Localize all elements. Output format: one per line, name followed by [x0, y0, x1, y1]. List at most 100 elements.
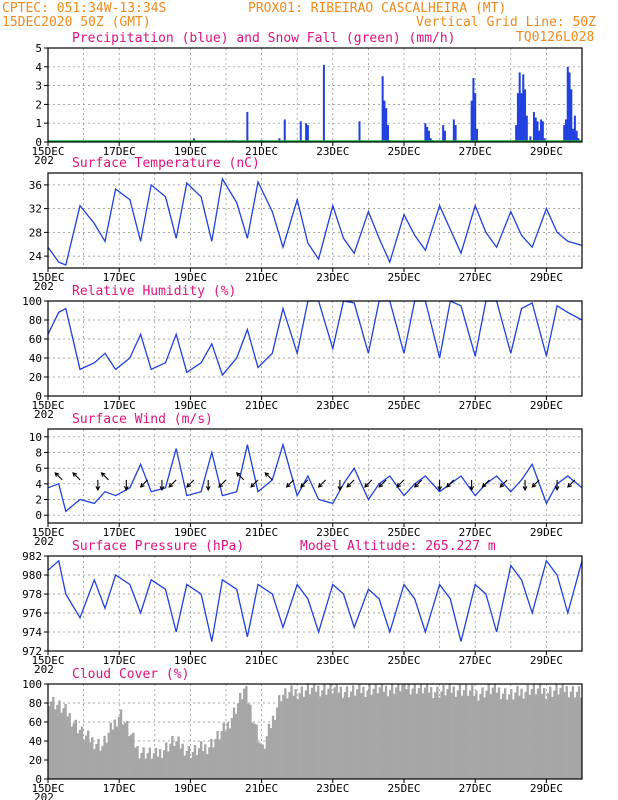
cloud-bar [528, 694, 531, 779]
cloud-bar [290, 685, 293, 779]
cloud-bar [154, 747, 158, 779]
xtick-label-wind: 29DEC [530, 526, 563, 539]
cloud-bar [220, 731, 223, 779]
cloud-bar [280, 701, 283, 779]
precip-bar [532, 111, 535, 142]
precip-bar [426, 126, 429, 142]
xtick-label-precip: 23DEC [316, 145, 349, 158]
panel-pres: Surface Pressure (hPa) Model Altitude: 26… [22, 539, 583, 676]
cloud-bar [446, 688, 449, 779]
cloud-bar [534, 694, 538, 779]
cloud-bar [520, 688, 523, 779]
cloud-bar [399, 691, 402, 779]
wind-arrow-head [168, 482, 174, 488]
wind-arrow [236, 472, 245, 481]
cloud-bar [126, 721, 129, 779]
cloud-bar [358, 684, 361, 779]
ytick-label-precip: 3 [35, 80, 42, 93]
cloud-bar [378, 687, 382, 779]
cloud-bar [403, 684, 406, 779]
wind-arrow-head [72, 472, 78, 477]
cloud-bar [173, 745, 176, 779]
cloud-bar [48, 705, 51, 779]
cloud-bar [542, 688, 546, 779]
cloud-bar [251, 722, 254, 779]
cloud-bar [337, 692, 340, 779]
precip-bar [305, 123, 308, 142]
wind-arrow-head [250, 482, 256, 488]
wind-arrow-head [481, 482, 487, 488]
cloud-bar [510, 689, 513, 779]
cloud-bar [179, 748, 182, 779]
cloud-bar [390, 684, 394, 779]
cloud-bar [315, 691, 318, 779]
ytick-label-temp: 32 [29, 203, 42, 216]
precip-bar [563, 125, 566, 142]
cloud-bar [432, 697, 435, 779]
cloud-bar [296, 699, 299, 779]
cloud-bar [565, 686, 568, 779]
wind-arrow [446, 479, 455, 488]
cloud-bar [304, 690, 308, 779]
cloud-bar [339, 686, 342, 779]
wind-arrow [346, 479, 355, 488]
cloud-bar [160, 757, 164, 779]
xtick-label-precip: 29DEC [530, 145, 563, 158]
precip-bar [522, 74, 525, 142]
cloud-bar [80, 726, 84, 779]
frame-temp [47, 172, 583, 269]
cloud-bar [456, 690, 460, 779]
wind-arrow-head [100, 472, 106, 477]
cloud-bar [512, 699, 515, 779]
frame-cloud [47, 683, 583, 780]
cloud-bar [421, 693, 425, 779]
xtick-label-pres: 19DEC [174, 654, 207, 667]
cloud-bar [473, 695, 476, 779]
cloud-bar [134, 747, 137, 779]
wind-arrow-head [285, 482, 291, 488]
precip-bar [470, 100, 473, 142]
cloud-bar [230, 718, 234, 779]
cloud-bar [146, 753, 149, 779]
xtick-label-wind: 21DEC [245, 526, 278, 539]
precip-bar [443, 130, 446, 142]
precip-bar [536, 121, 539, 142]
cloud-bar [132, 732, 135, 779]
xtick-label-precip: 21DEC [245, 145, 278, 158]
cloud-bar [93, 748, 96, 779]
panel-title-wind: Surface Wind (m/s) [72, 412, 213, 427]
cloud-bar [136, 745, 139, 779]
xtick-label-precip: 17DEC [103, 145, 136, 158]
cloud-bar [423, 687, 427, 779]
wind-arrow-head [554, 486, 560, 492]
year-stub-precip: 202 [34, 154, 54, 167]
wind-arrow-head [567, 482, 572, 488]
wind-arrow [378, 479, 387, 488]
ytick-label-cloud: 60 [29, 716, 42, 729]
cloud-bar [347, 697, 351, 779]
cloud-bar [349, 691, 353, 779]
xtick-label-wind: 15DEC [31, 526, 64, 539]
cloud-bar [302, 696, 306, 779]
cloud-bar [411, 688, 414, 779]
cloud-bar [183, 755, 186, 779]
wind-arrow [531, 479, 540, 488]
cloud-bar [210, 738, 213, 779]
cloud-bar [169, 743, 172, 779]
ytick-label-temp: 28 [29, 226, 42, 239]
ytick-label-wind: 0 [35, 509, 42, 522]
xtick-label-temp: 19DEC [174, 271, 207, 284]
precip-bar [566, 66, 569, 142]
cloud-bar [549, 686, 552, 779]
wind-arrow [168, 479, 177, 488]
cloud-bar [577, 686, 581, 779]
xtick-label-pres: 17DEC [103, 654, 136, 667]
precip-bar [322, 64, 325, 142]
xtick-label-temp: 21DEC [245, 271, 278, 284]
cloud-bar [187, 746, 191, 779]
wind-arrow [72, 472, 81, 481]
precip-bar [385, 108, 388, 142]
wind-arrow-head [159, 486, 165, 492]
cloud-bar [156, 756, 160, 779]
precip-bar [381, 76, 384, 142]
